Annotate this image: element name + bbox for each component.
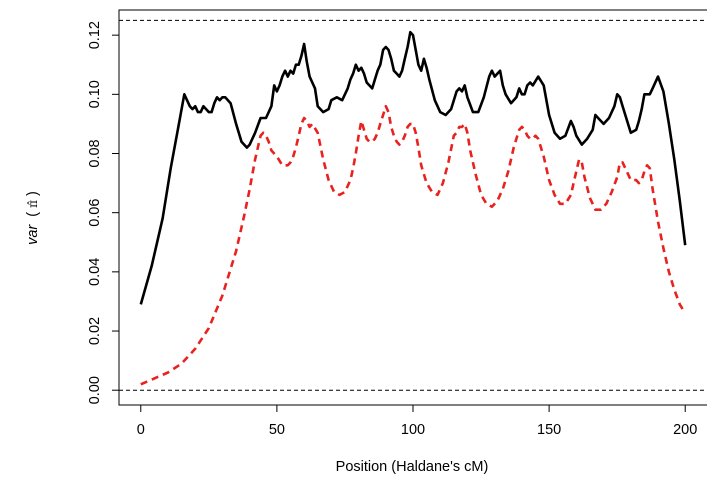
y-axis: 0.00 0.02 0.04 0.06 0.08 0.10 0.12 [87,21,120,404]
y-tick-label: 0.06 [87,199,103,227]
y-tick-label: 0.00 [87,376,103,404]
y-tick-label: 0.12 [87,21,103,49]
y-tick-label: 0.10 [87,80,103,108]
series-layer [139,30,687,386]
x-tick-label: 50 [269,422,285,438]
x-tick-label: 200 [673,422,697,438]
x-axis-title: Position (Haldane's cM) [336,459,489,475]
x-axis: 0 50 100 150 200 [137,404,697,438]
y-axis-title-symbol: π̂ [26,200,40,208]
y-axis-title-open: ( [25,212,41,217]
series-line-solid [139,30,687,305]
x-tick-label: 0 [137,422,145,438]
reference-lines [119,19,707,391]
y-tick-label: 0.04 [87,258,103,286]
x-tick-label: 150 [537,422,561,438]
y-tick-label: 0.08 [87,139,103,167]
y-axis-title: var ( π̂ ) [25,191,41,245]
y-tick-label: 0.02 [87,317,103,345]
y-axis-title-var: var [25,224,41,245]
series-line-dashed [140,104,687,386]
y-axis-title-close: ) [25,191,41,196]
x-tick-label: 100 [401,422,425,438]
